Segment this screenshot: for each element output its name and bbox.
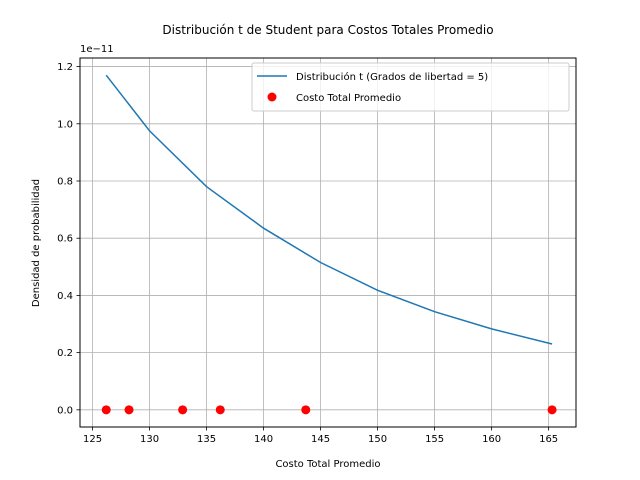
- x-tick-label: 145: [311, 434, 330, 445]
- x-tick-label: 125: [83, 434, 102, 445]
- y-tick-label: 0.4: [57, 291, 73, 302]
- legend-label-line-series: Distribución t (Grados de libertad = 5): [296, 71, 488, 83]
- x-tick-label: 150: [368, 434, 387, 445]
- x-tick-label: 130: [140, 434, 159, 445]
- y-tick-label: 0.2: [57, 348, 73, 359]
- scatter-point: [547, 405, 557, 415]
- y-tick-label: 0.0: [57, 405, 73, 416]
- plot-frame: [79, 57, 577, 428]
- y-tick-label: 1.0: [57, 119, 73, 130]
- x-tick-label: 160: [482, 434, 501, 445]
- y-tick-label: 1.2: [57, 62, 73, 73]
- x-tick-label: 165: [539, 434, 558, 445]
- legend-swatch-scatter: [267, 92, 277, 102]
- scatter-point: [178, 405, 188, 415]
- x-tick-label: 140: [254, 434, 273, 445]
- y-axis-label: Densidad de probabilidad: [31, 179, 42, 307]
- x-tick-label: 135: [197, 434, 216, 445]
- legend: Distribución t (Grados de libertad = 5) …: [251, 62, 570, 112]
- x-axis-label: Costo Total Promedio: [275, 459, 380, 470]
- chart-title: Distribución t de Student para Costos To…: [162, 23, 493, 37]
- t-distribution-line: [105, 74, 553, 345]
- plot-series: [101, 74, 557, 415]
- y-offset-text: 1e−11: [80, 44, 114, 55]
- x-tick-label: 155: [425, 434, 444, 445]
- legend-label-scatter-series: Costo Total Promedio: [296, 93, 401, 104]
- scatter-point: [101, 405, 111, 415]
- legend-box: [251, 62, 570, 112]
- scatter-point: [301, 405, 311, 415]
- y-tick-label: 0.6: [57, 234, 73, 245]
- scatter-point: [124, 405, 134, 415]
- grid: [80, 58, 576, 427]
- y-tick-label: 0.8: [57, 177, 73, 188]
- scatter-point: [215, 405, 225, 415]
- axis-ticks: 125 130 135 140 145 150 155 160 165 0.0 0.2 0.4 0.6 0…: [57, 62, 558, 445]
